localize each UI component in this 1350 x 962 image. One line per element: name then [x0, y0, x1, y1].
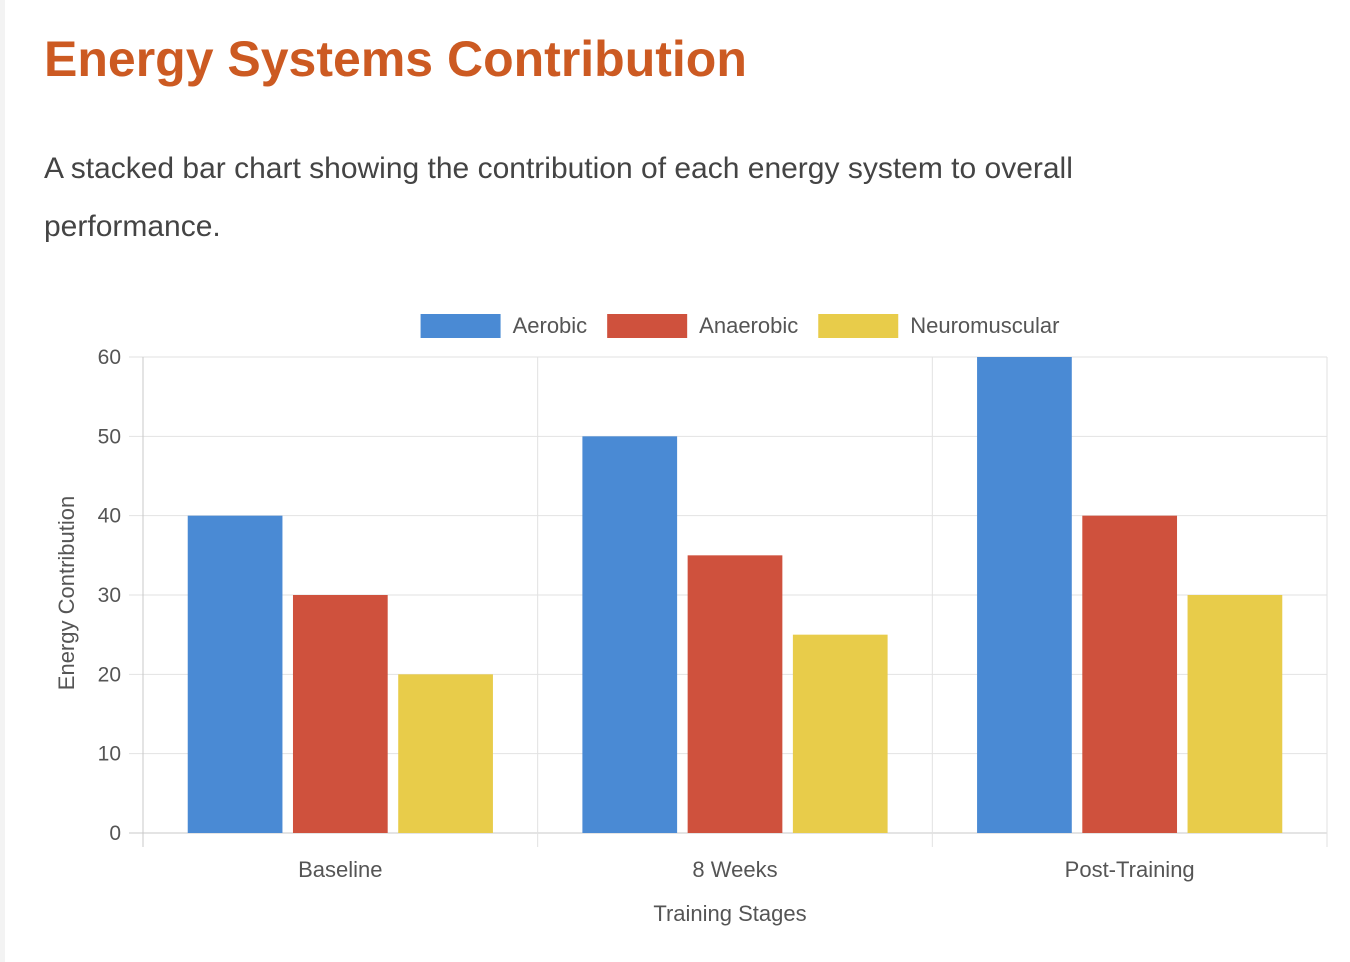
y-tick-label: 50 — [98, 425, 121, 448]
y-tick-label: 20 — [98, 663, 121, 686]
bar-anaerobic-2[interactable] — [1082, 515, 1178, 833]
x-tick-label: Baseline — [298, 857, 382, 882]
legend[interactable]: Aerobic Anaerobic Neuromuscular — [420, 313, 1060, 338]
bar-aerobic-2[interactable] — [977, 357, 1072, 833]
bar-anaerobic-0[interactable] — [292, 595, 388, 833]
x-tick-label: Post-Training — [1065, 857, 1195, 882]
x-axis-title: Training Stages — [653, 901, 806, 926]
legend-item-anaerobic[interactable]: Anaerobic — [607, 313, 798, 338]
legend-swatch — [818, 314, 899, 338]
bar-aerobic-0[interactable] — [187, 515, 283, 833]
legend-swatch — [420, 314, 501, 338]
legend-label: Anaerobic — [699, 313, 798, 338]
x-tick-label: 8 Weeks — [692, 857, 777, 882]
bars — [187, 357, 1283, 833]
legend-swatch — [607, 314, 688, 338]
bar-aerobic-1[interactable] — [582, 436, 678, 833]
y-tick-label: 60 — [98, 346, 121, 369]
y-axis-title: Energy Contribution — [54, 496, 79, 690]
page-title: Energy Systems Contribution — [44, 31, 747, 87]
legend-label: Aerobic — [513, 313, 588, 338]
bar-neuromuscular-0[interactable] — [398, 674, 493, 833]
y-tick-label: 30 — [98, 584, 121, 607]
bar-anaerobic-1[interactable] — [687, 555, 783, 833]
page-edge — [0, 0, 5, 962]
bar-neuromuscular-2[interactable] — [1187, 595, 1283, 833]
axes: 0 10 20 30 40 50 60 Baseline 8 Weeks Post-Trainin… — [54, 346, 1195, 926]
bar-neuromuscular-1[interactable] — [792, 634, 888, 833]
y-tick-label: 10 — [98, 743, 121, 766]
legend-item-neuromuscular[interactable]: Neuromuscular — [818, 313, 1059, 338]
page-subtitle: A stacked bar chart showing the contribu… — [44, 152, 1073, 243]
y-tick-label: 40 — [98, 505, 121, 528]
legend-label: Neuromuscular — [910, 313, 1059, 338]
y-tick-label: 0 — [109, 822, 121, 845]
legend-item-aerobic[interactable]: Aerobic — [420, 313, 588, 338]
